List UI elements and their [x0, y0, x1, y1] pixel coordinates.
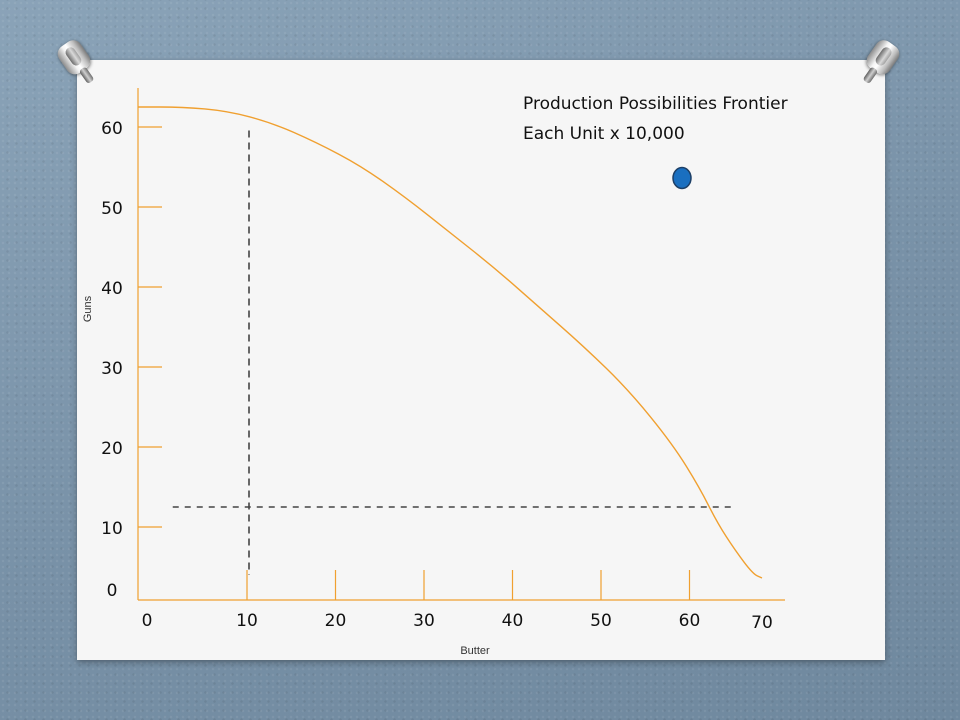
tick-labels: 0 10 20 30 40 50 60 0 10 20 30 40 50 60 70: [101, 119, 773, 633]
x-tick-label: 50: [590, 611, 612, 631]
y-axis-title: Guns: [82, 295, 94, 322]
slide-card: [77, 60, 885, 660]
y-tick-label: 30: [101, 359, 123, 379]
x-tick-label: 70: [751, 613, 773, 633]
ppf-curve: [138, 106, 763, 579]
y-tick-label: 0: [107, 581, 118, 601]
data-point: [672, 166, 692, 190]
x-tick-label: 40: [502, 611, 524, 631]
chart-points: [672, 166, 692, 190]
chart-axes: [137, 88, 785, 601]
x-axis-title: Butter: [460, 645, 490, 657]
reference-lines: [172, 130, 737, 575]
y-tick-label: 20: [101, 439, 123, 459]
y-tick-label: 50: [101, 199, 123, 219]
x-tick-label: 0: [142, 611, 153, 631]
y-tick-label: 40: [101, 279, 123, 299]
y-tick-label: 10: [101, 519, 123, 539]
chart-subtitle: Each Unit x 10,000: [523, 124, 685, 144]
x-tick-label: 20: [325, 611, 347, 631]
x-tick-label: 60: [679, 611, 701, 631]
ppf-curve-layer: [138, 106, 763, 579]
x-tick-label: 30: [413, 611, 435, 631]
y-tick-label: 60: [101, 119, 123, 139]
x-tick-label: 10: [236, 611, 258, 631]
chart-title: Production Possibilities Frontier: [523, 94, 788, 114]
